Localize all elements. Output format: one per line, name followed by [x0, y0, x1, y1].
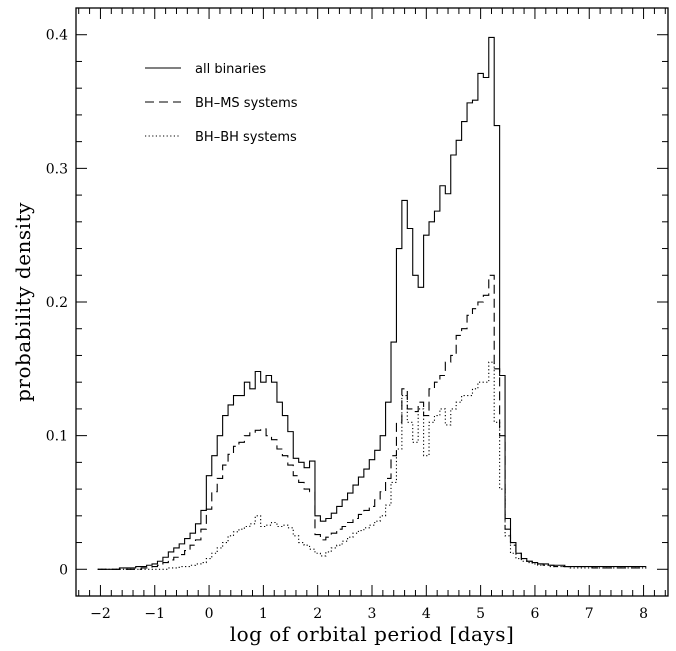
x-tick-label: −2 [90, 606, 111, 622]
tick-labels: −2 −1 0 1 2 3 4 5 6 7 8 0 0.1 0.2 0.3 0.4 [46, 28, 648, 622]
x-tick-label: 6 [530, 606, 539, 622]
legend-label: all binaries [195, 62, 266, 77]
y-tick-label: 0.3 [46, 161, 68, 177]
x-tick-label: 5 [476, 606, 485, 622]
legend-label: BH–BH systems [195, 130, 297, 145]
x-tick-label: 8 [639, 606, 648, 622]
y-tick-label: 0.4 [46, 28, 68, 44]
y-tick-label: 0 [59, 562, 68, 578]
y-tick-label: 0.1 [46, 429, 68, 445]
x-tick-label: 0 [205, 606, 214, 622]
x-tick-label: 1 [259, 606, 268, 622]
x-tick-label: 7 [585, 606, 594, 622]
y-tick-label: 0.2 [46, 295, 68, 311]
x-tick-label: 2 [313, 606, 322, 622]
x-tick-label: 4 [422, 606, 431, 622]
x-axis-label: log of orbital period [days] [230, 622, 515, 646]
legend: all binaries BH–MS systems BH–BH systems [145, 62, 298, 145]
x-tick-label: 3 [368, 606, 377, 622]
series-solid-line [97, 36, 647, 570]
x-tick-label: −1 [144, 606, 165, 622]
axis-ticks [76, 7, 668, 597]
series-dashed-line [97, 274, 647, 570]
series-dotted-line [97, 361, 647, 570]
legend-label: BH–MS systems [195, 96, 298, 111]
y-axis-label: probability density [11, 202, 35, 402]
series-group [97, 36, 647, 570]
